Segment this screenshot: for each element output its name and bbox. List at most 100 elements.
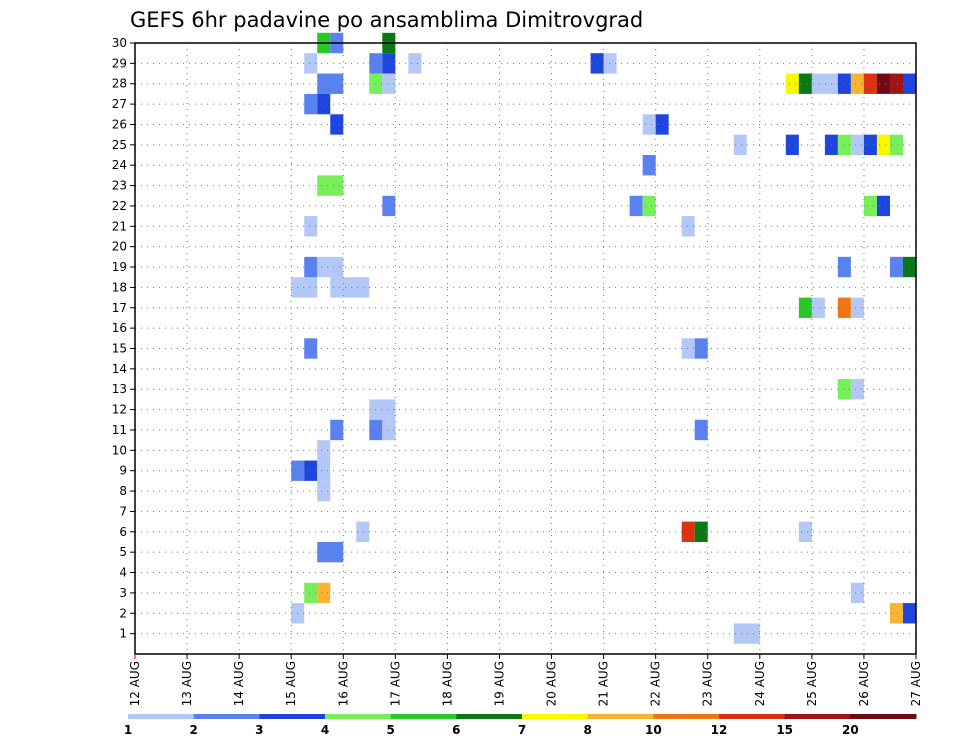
x-tick-label: 24 AUG	[753, 661, 767, 706]
data-cell	[733, 623, 760, 644]
x-tick-label: 12 AUG	[128, 661, 142, 706]
data-cell	[291, 277, 318, 298]
data-cell	[837, 134, 851, 156]
y-tick-label: 2	[119, 606, 127, 620]
x-tick-label: 25 AUG	[805, 661, 819, 706]
y-tick-label: 7	[119, 504, 127, 518]
data-cell	[317, 440, 331, 461]
y-tick-label: 18	[112, 280, 127, 294]
data-cell	[330, 419, 344, 441]
x-tick-label: 13 AUG	[180, 661, 194, 706]
y-tick-label: 10	[112, 443, 127, 457]
data-cell	[798, 73, 812, 94]
data-cell	[863, 73, 877, 94]
data-cell	[681, 521, 695, 542]
data-cell	[889, 73, 903, 94]
colorbar-label: 15	[776, 723, 793, 737]
data-cell	[785, 134, 799, 156]
colorbar-label: 12	[711, 723, 728, 737]
colorbar-label: 6	[452, 723, 460, 737]
x-tick-label: 23 AUG	[701, 661, 715, 706]
colorbar-swatch	[325, 714, 392, 719]
data-cell	[304, 216, 318, 237]
x-tick-label: 18 AUG	[440, 661, 454, 706]
colorbar-label: 5	[386, 723, 394, 737]
data-cell	[317, 541, 344, 563]
data-cell	[837, 379, 851, 400]
data-cell	[655, 114, 669, 135]
data-cell	[382, 195, 396, 217]
data-cell	[694, 419, 708, 441]
data-cell	[382, 419, 396, 441]
grid-lines	[135, 42, 916, 654]
data-cell	[876, 195, 890, 217]
data-cell	[382, 73, 396, 94]
y-tick-label: 15	[112, 342, 127, 356]
data-cell	[850, 73, 864, 94]
y-tick-label: 29	[112, 56, 127, 70]
colorbar-label: 1	[124, 723, 132, 737]
y-tick-label: 25	[112, 138, 127, 152]
data-cell	[304, 256, 318, 278]
data-cell	[681, 338, 695, 359]
y-tick-label: 30	[112, 36, 127, 50]
colorbar-label: 20	[842, 723, 859, 737]
data-cell	[694, 521, 708, 542]
colorbar-swatch	[850, 714, 917, 719]
data-cell	[330, 114, 344, 135]
data-cell	[304, 460, 318, 481]
x-tick-label: 15 AUG	[284, 661, 298, 706]
data-cell	[798, 297, 812, 318]
data-cell	[889, 603, 903, 624]
colorbar-label: 4	[321, 723, 329, 737]
data-cell	[317, 256, 344, 278]
data-cell	[356, 521, 370, 542]
data-cells	[291, 32, 916, 644]
x-tick-label: 26 AUG	[857, 661, 871, 706]
y-tick-label: 3	[119, 586, 127, 600]
data-cell	[837, 297, 851, 318]
data-cell	[889, 256, 903, 278]
y-tick-label: 6	[119, 525, 127, 539]
data-cell	[304, 93, 318, 115]
y-tick-label: 26	[112, 117, 127, 131]
data-cell	[850, 379, 864, 400]
y-tick-label: 11	[112, 423, 127, 437]
colorbar-label: 8	[583, 723, 591, 737]
colorbar-swatch	[128, 714, 195, 719]
x-tick-label: 17 AUG	[388, 661, 402, 706]
colorbar-label: 2	[189, 723, 197, 737]
data-cell	[694, 338, 708, 359]
chart-title: GEFS 6hr padavine po ansamblima Dimitrov…	[130, 8, 643, 32]
data-cell	[408, 53, 422, 74]
x-axis: 12 AUG 13 AUG 14 AUG 15 AUG 16 AUG 17 AUG 18 A…	[128, 654, 923, 706]
y-tick-label: 23	[112, 179, 127, 193]
data-cell	[811, 73, 838, 94]
colorbar-swatch	[784, 714, 851, 719]
data-cell	[681, 216, 695, 237]
data-cell	[642, 195, 656, 217]
y-tick-label: 16	[112, 321, 127, 335]
data-cell	[317, 480, 331, 502]
y-tick-label: 12	[112, 403, 127, 417]
data-cell	[382, 53, 396, 74]
data-cell	[850, 297, 864, 318]
data-cell	[304, 338, 318, 359]
y-tick-label: 5	[119, 545, 127, 559]
data-cell	[317, 175, 344, 196]
y-axis: 1234567891011121314151617181920212223242…	[112, 36, 135, 641]
data-cell	[863, 134, 877, 156]
data-cell	[876, 73, 890, 94]
data-cell	[317, 73, 344, 94]
colorbar-swatch	[193, 714, 260, 719]
data-cell	[304, 582, 318, 604]
y-tick-label: 27	[112, 97, 127, 111]
colorbar-swatch	[587, 714, 654, 719]
x-tick-label: 20 AUG	[545, 661, 559, 706]
y-tick-label: 22	[112, 199, 127, 213]
data-cell	[603, 53, 617, 74]
y-tick-label: 8	[119, 484, 127, 498]
colorbar-label: 7	[518, 723, 526, 737]
x-tick-label: 14 AUG	[232, 661, 246, 706]
